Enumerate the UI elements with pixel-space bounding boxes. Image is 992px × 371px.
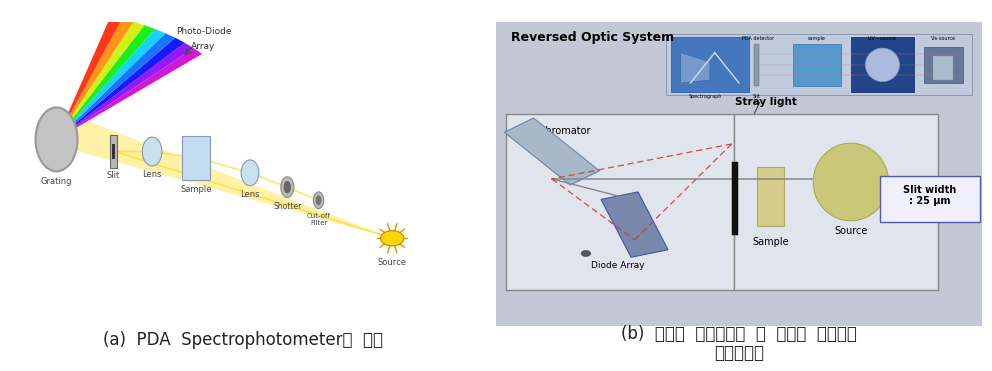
Text: Sample: Sample	[752, 237, 789, 247]
Polygon shape	[57, 33, 176, 139]
Text: Lens: Lens	[240, 190, 260, 198]
Ellipse shape	[284, 181, 291, 193]
Polygon shape	[681, 53, 710, 83]
Polygon shape	[57, 19, 133, 139]
Text: Shotter: Shotter	[273, 202, 302, 211]
Bar	[851, 37, 914, 92]
Ellipse shape	[241, 160, 259, 186]
Polygon shape	[57, 17, 122, 139]
Bar	[671, 37, 749, 92]
Ellipse shape	[281, 177, 294, 197]
Text: Photo-Diode: Photo-Diode	[176, 27, 231, 36]
Ellipse shape	[813, 143, 889, 221]
Text: Source: Source	[378, 258, 407, 267]
Text: sample: sample	[807, 36, 825, 41]
Text: (b)  기기의  역광학구조  및  산란광  최소화의: (b) 기기의 역광학구조 및 산란광 최소화의	[621, 325, 857, 343]
Text: (a)  PDA  Spectrophotometer의  구성: (a) PDA Spectrophotometer의 구성	[103, 331, 383, 349]
Bar	[506, 114, 734, 290]
Text: Slit: Slit	[753, 94, 761, 99]
Bar	[110, 135, 117, 168]
Text: Slit width
: 25 μm: Slit width : 25 μm	[903, 185, 956, 207]
Circle shape	[581, 250, 591, 256]
Text: Source: Source	[834, 226, 868, 236]
Circle shape	[381, 231, 404, 246]
Polygon shape	[57, 29, 166, 139]
Text: 구조적원리: 구조적원리	[714, 344, 764, 362]
Text: Sample: Sample	[181, 185, 212, 194]
Polygon shape	[601, 192, 668, 257]
Polygon shape	[57, 43, 193, 139]
Bar	[757, 167, 784, 226]
Text: Slit: Slit	[107, 171, 120, 180]
Polygon shape	[57, 22, 145, 139]
Bar	[793, 43, 841, 86]
Bar	[183, 137, 210, 180]
Polygon shape	[504, 118, 599, 185]
Text: Lens: Lens	[143, 170, 162, 179]
Ellipse shape	[316, 196, 321, 205]
Bar	[933, 56, 953, 80]
Text: Reversed Optic System: Reversed Optic System	[511, 32, 674, 45]
Bar	[667, 35, 972, 95]
Ellipse shape	[142, 137, 162, 166]
Polygon shape	[57, 48, 202, 139]
Bar	[924, 47, 962, 83]
Polygon shape	[57, 38, 185, 139]
Bar	[112, 144, 115, 159]
Polygon shape	[57, 25, 155, 139]
Text: Cut-off
Filter: Cut-off Filter	[307, 213, 330, 226]
Ellipse shape	[36, 108, 77, 171]
Ellipse shape	[313, 192, 323, 209]
Bar	[754, 43, 760, 86]
Text: Grating: Grating	[41, 177, 72, 186]
Bar	[732, 162, 738, 235]
Polygon shape	[57, 109, 392, 238]
Text: Array: Array	[191, 42, 215, 51]
FancyBboxPatch shape	[880, 176, 980, 221]
Text: Diode Array: Diode Array	[591, 261, 645, 270]
Text: Stray light: Stray light	[735, 97, 797, 107]
Text: Vis-source: Vis-source	[930, 36, 955, 41]
Text: PDA detector: PDA detector	[742, 36, 775, 41]
Bar	[734, 114, 938, 290]
Ellipse shape	[865, 48, 900, 82]
Text: Spectrograph: Spectrograph	[688, 94, 722, 99]
Text: Polychromator: Polychromator	[520, 126, 591, 136]
Text: UV - source: UV - source	[869, 36, 897, 41]
